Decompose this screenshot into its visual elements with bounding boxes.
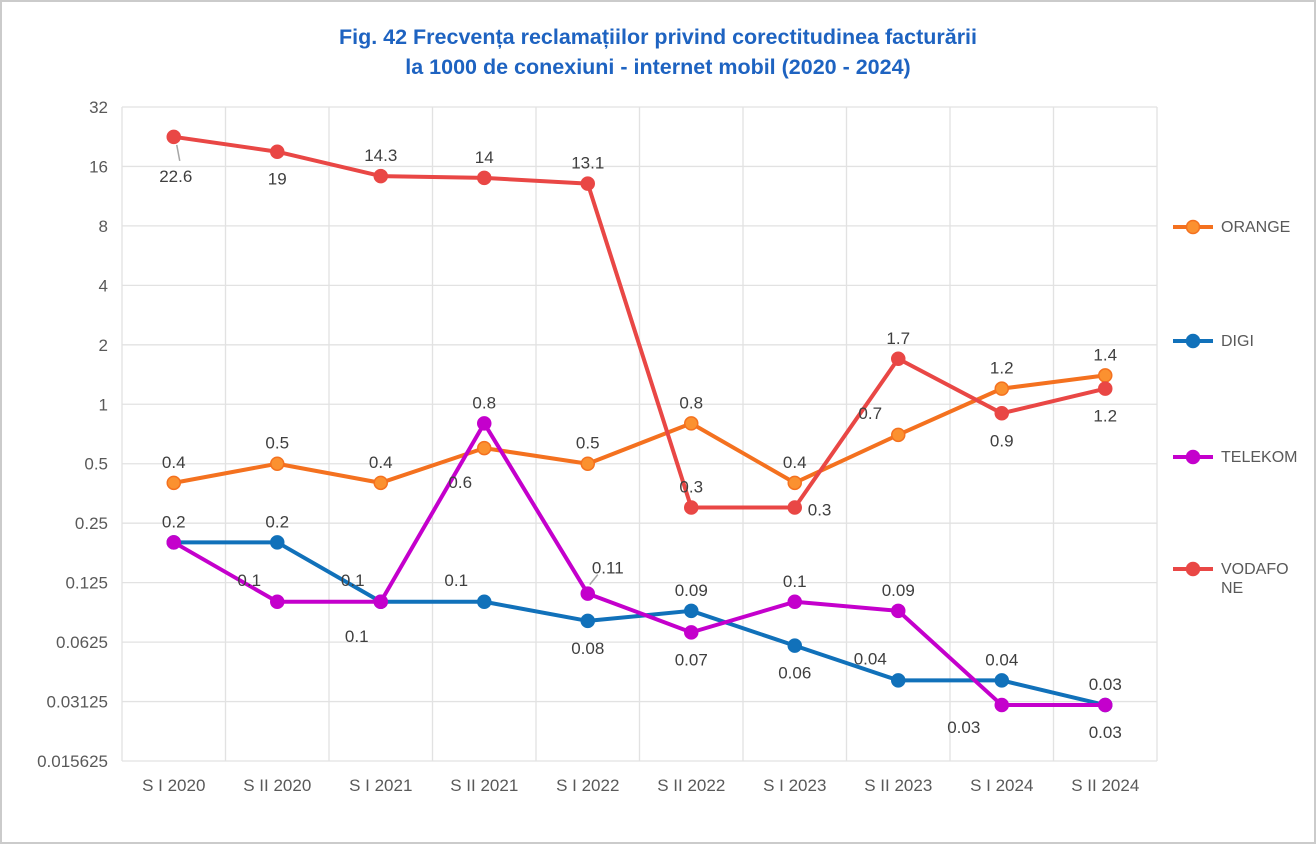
svg-text:S II 2023: S II 2023 xyxy=(864,776,932,795)
svg-text:S II 2022: S II 2022 xyxy=(657,776,725,795)
svg-text:14.3: 14.3 xyxy=(364,146,397,165)
data-labels: 0.4 0.5 0.4 0.6 0.5 0.8 0.4 0.7 1.2 1.4 0.2 0.2 0.1 0… xyxy=(159,144,1122,742)
svg-text:0.8: 0.8 xyxy=(679,393,703,412)
svg-text:0.03: 0.03 xyxy=(1089,723,1122,742)
svg-text:0.015625: 0.015625 xyxy=(37,752,108,771)
svg-text:0.1: 0.1 xyxy=(783,572,807,591)
chart-title: Fig. 42 Frecvența reclamațiilor privind … xyxy=(2,22,1314,82)
svg-text:0.1: 0.1 xyxy=(444,571,468,590)
svg-text:0.04: 0.04 xyxy=(854,649,887,668)
svg-text:0.07: 0.07 xyxy=(675,650,708,669)
svg-text:0.11: 0.11 xyxy=(592,559,624,578)
svg-text:0.6: 0.6 xyxy=(448,473,472,492)
svg-text:1: 1 xyxy=(99,395,108,414)
svg-text:0.1: 0.1 xyxy=(341,571,365,590)
chart-title-line1: Fig. 42 Frecvența reclamațiilor privind … xyxy=(338,25,978,49)
svg-text:0.5: 0.5 xyxy=(265,434,289,453)
series-orange xyxy=(166,368,1113,491)
svg-text:0.06: 0.06 xyxy=(778,664,811,683)
svg-text:S I 2022: S I 2022 xyxy=(556,776,619,795)
svg-text:S II 2020: S II 2020 xyxy=(243,776,311,795)
svg-text:0.9: 0.9 xyxy=(990,431,1014,450)
svg-text:22.6: 22.6 xyxy=(159,167,192,186)
svg-text:0.03125: 0.03125 xyxy=(47,693,108,712)
svg-text:0.03: 0.03 xyxy=(1089,675,1122,694)
series-telekom xyxy=(166,416,1113,713)
series-vodafone xyxy=(166,129,1113,515)
svg-text:0.25: 0.25 xyxy=(75,514,108,533)
gridlines xyxy=(121,106,1158,762)
svg-text:S I 2021: S I 2021 xyxy=(349,776,412,795)
svg-text:0.7: 0.7 xyxy=(858,404,882,423)
svg-text:S I 2024: S I 2024 xyxy=(970,776,1033,795)
svg-text:0.3: 0.3 xyxy=(808,501,832,520)
svg-text:0.09: 0.09 xyxy=(882,581,915,600)
svg-text:8: 8 xyxy=(99,217,108,236)
svg-text:0.1: 0.1 xyxy=(345,627,369,646)
svg-text:0.1: 0.1 xyxy=(237,571,261,590)
svg-text:19: 19 xyxy=(268,170,287,189)
svg-text:0.04: 0.04 xyxy=(985,650,1018,669)
svg-text:0.5: 0.5 xyxy=(84,455,108,474)
svg-text:S II 2024: S II 2024 xyxy=(1071,776,1139,795)
svg-text:0.0625: 0.0625 xyxy=(56,633,108,652)
svg-text:0.4: 0.4 xyxy=(162,453,186,472)
svg-text:0.2: 0.2 xyxy=(162,512,186,531)
svg-text:1.7: 1.7 xyxy=(886,329,910,348)
svg-text:0.125: 0.125 xyxy=(65,574,108,593)
svg-text:16: 16 xyxy=(89,157,108,176)
y-axis-labels: 32 16 8 4 2 1 0.5 0.25 0.125 0.0625 0.03125 0.01562… xyxy=(37,98,108,771)
svg-text:S I 2023: S I 2023 xyxy=(763,776,826,795)
svg-text:14: 14 xyxy=(475,148,494,167)
x-axis-labels: S I 2020 S II 2020 S I 2021 S II 2021 S I 20… xyxy=(142,776,1139,795)
svg-text:0.4: 0.4 xyxy=(783,453,807,472)
svg-text:1.2: 1.2 xyxy=(1093,407,1117,426)
svg-text:2: 2 xyxy=(99,336,108,355)
svg-text:1.4: 1.4 xyxy=(1093,345,1117,364)
svg-text:0.3: 0.3 xyxy=(679,478,703,497)
svg-text:S I 2020: S I 2020 xyxy=(142,776,205,795)
svg-text:0.2: 0.2 xyxy=(265,512,289,531)
svg-text:0.08: 0.08 xyxy=(571,639,604,658)
svg-text:0.8: 0.8 xyxy=(472,393,496,412)
svg-text:32: 32 xyxy=(89,98,108,117)
svg-text:S II 2021: S II 2021 xyxy=(450,776,518,795)
svg-text:0.03: 0.03 xyxy=(947,718,980,737)
svg-text:0.4: 0.4 xyxy=(369,453,393,472)
svg-text:4: 4 xyxy=(99,276,108,295)
svg-text:0.5: 0.5 xyxy=(576,434,600,453)
chart-title-line2: la 1000 de conexiuni - internet mobil (2… xyxy=(405,55,911,79)
svg-text:1.2: 1.2 xyxy=(990,359,1014,378)
svg-text:13.1: 13.1 xyxy=(571,154,604,173)
svg-text:0.09: 0.09 xyxy=(675,581,708,600)
